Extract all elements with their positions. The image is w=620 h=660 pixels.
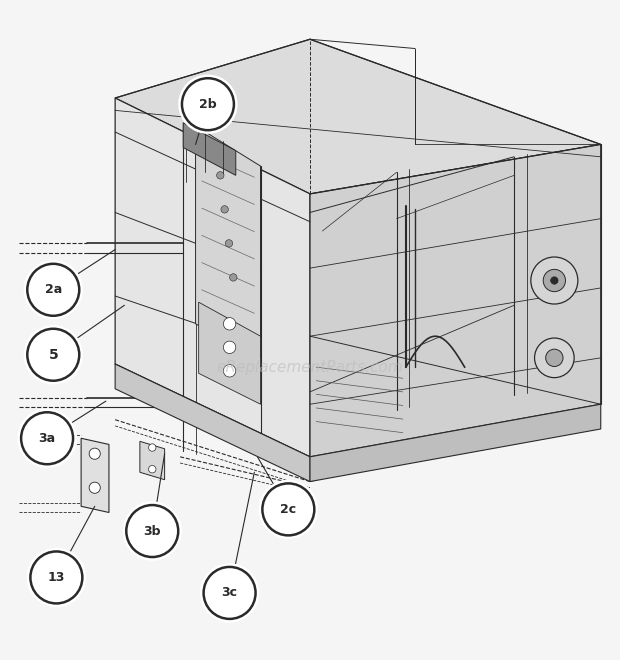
Circle shape: [551, 277, 558, 284]
Circle shape: [24, 260, 83, 319]
Polygon shape: [140, 442, 165, 480]
Circle shape: [203, 567, 255, 619]
Circle shape: [182, 79, 234, 130]
Polygon shape: [310, 145, 601, 457]
Circle shape: [223, 317, 236, 330]
Text: 5: 5: [48, 348, 58, 362]
Circle shape: [27, 548, 86, 607]
Polygon shape: [183, 123, 236, 176]
Circle shape: [543, 269, 565, 292]
Circle shape: [178, 75, 237, 134]
Text: 3c: 3c: [221, 586, 237, 599]
Circle shape: [259, 480, 318, 539]
Polygon shape: [115, 39, 601, 194]
Circle shape: [223, 341, 236, 354]
Polygon shape: [310, 404, 601, 482]
Circle shape: [200, 563, 259, 622]
Text: 2b: 2b: [199, 98, 217, 111]
Circle shape: [126, 505, 178, 557]
Circle shape: [27, 264, 79, 315]
Circle shape: [17, 409, 77, 468]
Circle shape: [225, 240, 232, 247]
Text: 3b: 3b: [143, 525, 161, 537]
Text: 13: 13: [48, 571, 65, 584]
Circle shape: [89, 482, 100, 493]
Text: 2c: 2c: [280, 503, 296, 516]
Circle shape: [221, 206, 228, 213]
Polygon shape: [115, 364, 310, 482]
Circle shape: [27, 329, 79, 381]
Circle shape: [21, 412, 73, 464]
Circle shape: [216, 172, 224, 179]
Circle shape: [24, 325, 83, 384]
Polygon shape: [115, 98, 310, 457]
Circle shape: [149, 465, 156, 473]
Circle shape: [89, 448, 100, 459]
Text: eReplacementParts.com: eReplacementParts.com: [216, 360, 404, 375]
Circle shape: [531, 257, 578, 304]
Circle shape: [229, 274, 237, 281]
Polygon shape: [198, 302, 260, 404]
Circle shape: [123, 502, 182, 561]
Circle shape: [534, 338, 574, 378]
Text: 2a: 2a: [45, 283, 62, 296]
Polygon shape: [195, 126, 260, 358]
Circle shape: [223, 364, 236, 377]
Circle shape: [546, 349, 563, 366]
Circle shape: [149, 444, 156, 451]
Text: 3a: 3a: [38, 432, 56, 445]
Circle shape: [262, 483, 314, 535]
Circle shape: [30, 552, 82, 603]
Polygon shape: [81, 438, 109, 513]
